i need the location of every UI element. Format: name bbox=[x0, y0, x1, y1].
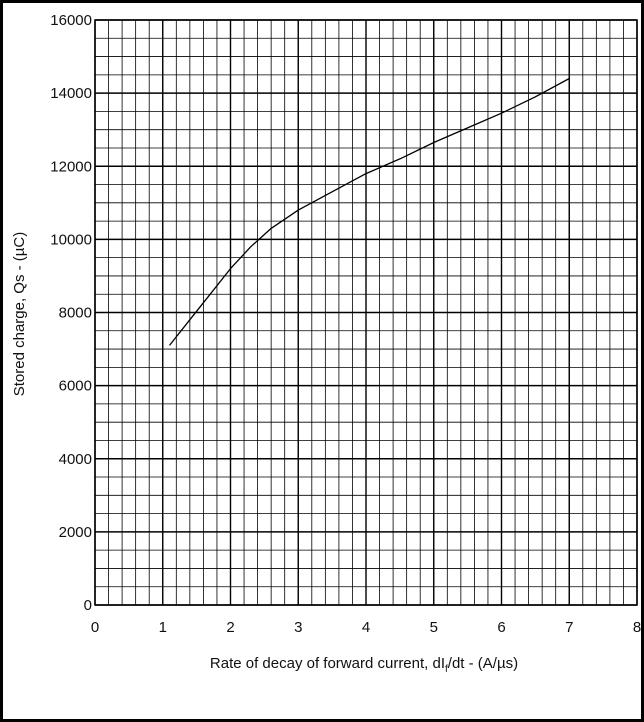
x-tick-labels: 0 1 2 3 4 5 6 7 8 bbox=[91, 619, 641, 636]
x-tick-label: 6 bbox=[497, 619, 505, 636]
y-tick-label: 6000 bbox=[59, 378, 92, 395]
x-tick-label: 2 bbox=[226, 619, 234, 636]
y-tick-label: 4000 bbox=[59, 451, 92, 468]
series-group bbox=[168, 77, 570, 346]
y-tick-label: 2000 bbox=[59, 524, 92, 541]
x-tick-label: 1 bbox=[159, 619, 167, 636]
y-tick-label: 14000 bbox=[50, 85, 92, 102]
plot-border bbox=[94, 19, 638, 606]
y-tick-label: 10000 bbox=[50, 231, 92, 248]
x-tick-label: 3 bbox=[294, 619, 302, 636]
x-tick-label: 0 bbox=[91, 619, 99, 636]
y-axis-label: Stored charge, Qs - (µC) bbox=[11, 232, 28, 397]
y-tick-label: 12000 bbox=[50, 158, 92, 175]
series-line bbox=[168, 77, 570, 346]
y-tick-label: 0 bbox=[84, 597, 92, 614]
x-tick-label: 5 bbox=[430, 619, 438, 636]
x-tick-label: 7 bbox=[565, 619, 573, 636]
x-tick-label: 8 bbox=[633, 619, 641, 636]
y-tick-labels: 0 2000 4000 6000 8000 10000 12000 14000 16000 bbox=[50, 12, 92, 614]
y-tick-label: 16000 bbox=[50, 12, 92, 29]
y-tick-label: 8000 bbox=[59, 305, 92, 322]
x-tick-label: 4 bbox=[362, 619, 370, 636]
x-axis-label: Rate of decay of forward current, dIf/dt… bbox=[210, 655, 518, 675]
